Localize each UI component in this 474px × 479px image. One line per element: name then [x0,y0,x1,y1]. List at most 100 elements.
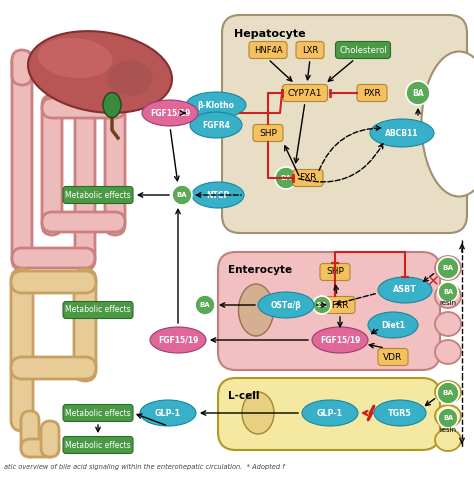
Ellipse shape [186,92,246,118]
FancyBboxPatch shape [218,252,440,370]
Text: VDR: VDR [383,353,402,362]
FancyBboxPatch shape [63,186,133,204]
FancyBboxPatch shape [357,84,387,102]
FancyBboxPatch shape [12,248,95,268]
FancyBboxPatch shape [253,125,283,141]
Ellipse shape [435,381,461,403]
FancyBboxPatch shape [283,84,328,102]
Ellipse shape [242,392,274,434]
Text: BA: BA [317,302,328,308]
Text: FGF15/19: FGF15/19 [150,109,190,117]
Text: CYP7A1: CYP7A1 [288,89,322,98]
Ellipse shape [435,405,461,427]
FancyBboxPatch shape [75,52,95,270]
Ellipse shape [421,52,474,196]
Text: TGR5: TGR5 [388,409,412,418]
Text: ASBT: ASBT [393,285,417,295]
Text: BA: BA [442,390,454,396]
Text: resin: resin [439,300,456,306]
Ellipse shape [258,292,314,318]
Ellipse shape [192,182,244,208]
Text: Metabolic effects: Metabolic effects [65,441,131,449]
Circle shape [406,81,430,105]
Circle shape [313,296,331,314]
Ellipse shape [108,60,153,95]
Text: FGF15/19: FGF15/19 [320,335,360,344]
FancyBboxPatch shape [249,42,287,58]
Text: OSTα/β: OSTα/β [271,300,301,309]
Text: PXR: PXR [363,89,381,98]
Ellipse shape [302,400,358,426]
Ellipse shape [435,312,461,336]
Text: HNF4A: HNF4A [254,46,283,55]
Text: BA: BA [200,302,210,308]
Circle shape [438,282,458,302]
Text: BA: BA [412,89,424,98]
FancyBboxPatch shape [42,98,125,118]
Circle shape [275,167,297,189]
Text: ✕: ✕ [426,274,438,289]
FancyBboxPatch shape [296,42,324,58]
Circle shape [437,257,459,279]
Text: Metabolic effects: Metabolic effects [65,191,131,199]
Circle shape [438,408,458,428]
FancyBboxPatch shape [11,271,96,293]
Ellipse shape [370,119,434,147]
FancyBboxPatch shape [336,42,391,58]
FancyBboxPatch shape [12,53,95,73]
Text: GLP-1: GLP-1 [317,409,343,418]
Ellipse shape [312,327,368,353]
Text: BA: BA [281,175,292,181]
Circle shape [172,185,192,205]
Text: GLP-1: GLP-1 [155,409,181,418]
Text: FGF15/19: FGF15/19 [158,335,198,344]
Ellipse shape [140,400,196,426]
FancyBboxPatch shape [11,269,33,431]
FancyBboxPatch shape [74,269,96,381]
Text: resin: resin [439,427,456,433]
Ellipse shape [435,256,461,280]
Text: ABCB11: ABCB11 [385,128,419,137]
FancyBboxPatch shape [63,404,133,422]
FancyBboxPatch shape [293,170,323,186]
Circle shape [195,295,215,315]
Text: BA: BA [443,415,453,421]
Ellipse shape [368,312,418,338]
Ellipse shape [374,400,426,426]
Ellipse shape [103,92,121,117]
FancyBboxPatch shape [11,357,96,379]
FancyBboxPatch shape [42,212,125,232]
FancyBboxPatch shape [320,263,350,281]
Text: FXR: FXR [331,300,349,309]
FancyBboxPatch shape [42,95,62,235]
FancyBboxPatch shape [63,301,133,319]
Ellipse shape [238,284,273,336]
Text: atic overview of bile acid signaling within the enterohepatic circulation.  * Ad: atic overview of bile acid signaling wit… [4,464,284,470]
Text: Enterocyte: Enterocyte [228,265,292,275]
FancyBboxPatch shape [63,436,133,454]
Ellipse shape [190,112,242,138]
Text: Diet1: Diet1 [381,320,405,330]
FancyBboxPatch shape [218,378,440,450]
Text: FGFR4: FGFR4 [202,121,230,129]
FancyBboxPatch shape [325,297,355,313]
FancyBboxPatch shape [12,52,32,270]
Text: L-cell: L-cell [228,391,259,401]
Text: BA: BA [442,265,454,271]
Text: NTCP: NTCP [206,191,229,199]
Text: Hepatocyte: Hepatocyte [234,29,306,39]
Text: Metabolic effects: Metabolic effects [65,409,131,418]
FancyBboxPatch shape [21,439,59,457]
FancyBboxPatch shape [222,15,467,233]
Ellipse shape [150,327,206,353]
FancyBboxPatch shape [105,95,125,235]
FancyBboxPatch shape [378,349,408,365]
Ellipse shape [435,284,461,308]
Text: Metabolic effects: Metabolic effects [65,306,131,315]
Text: FXR: FXR [299,173,317,182]
Text: BA: BA [177,192,187,198]
Text: β-Klotho: β-Klotho [198,101,235,110]
Ellipse shape [142,100,198,126]
Text: SHP: SHP [326,267,344,276]
Ellipse shape [435,429,461,451]
